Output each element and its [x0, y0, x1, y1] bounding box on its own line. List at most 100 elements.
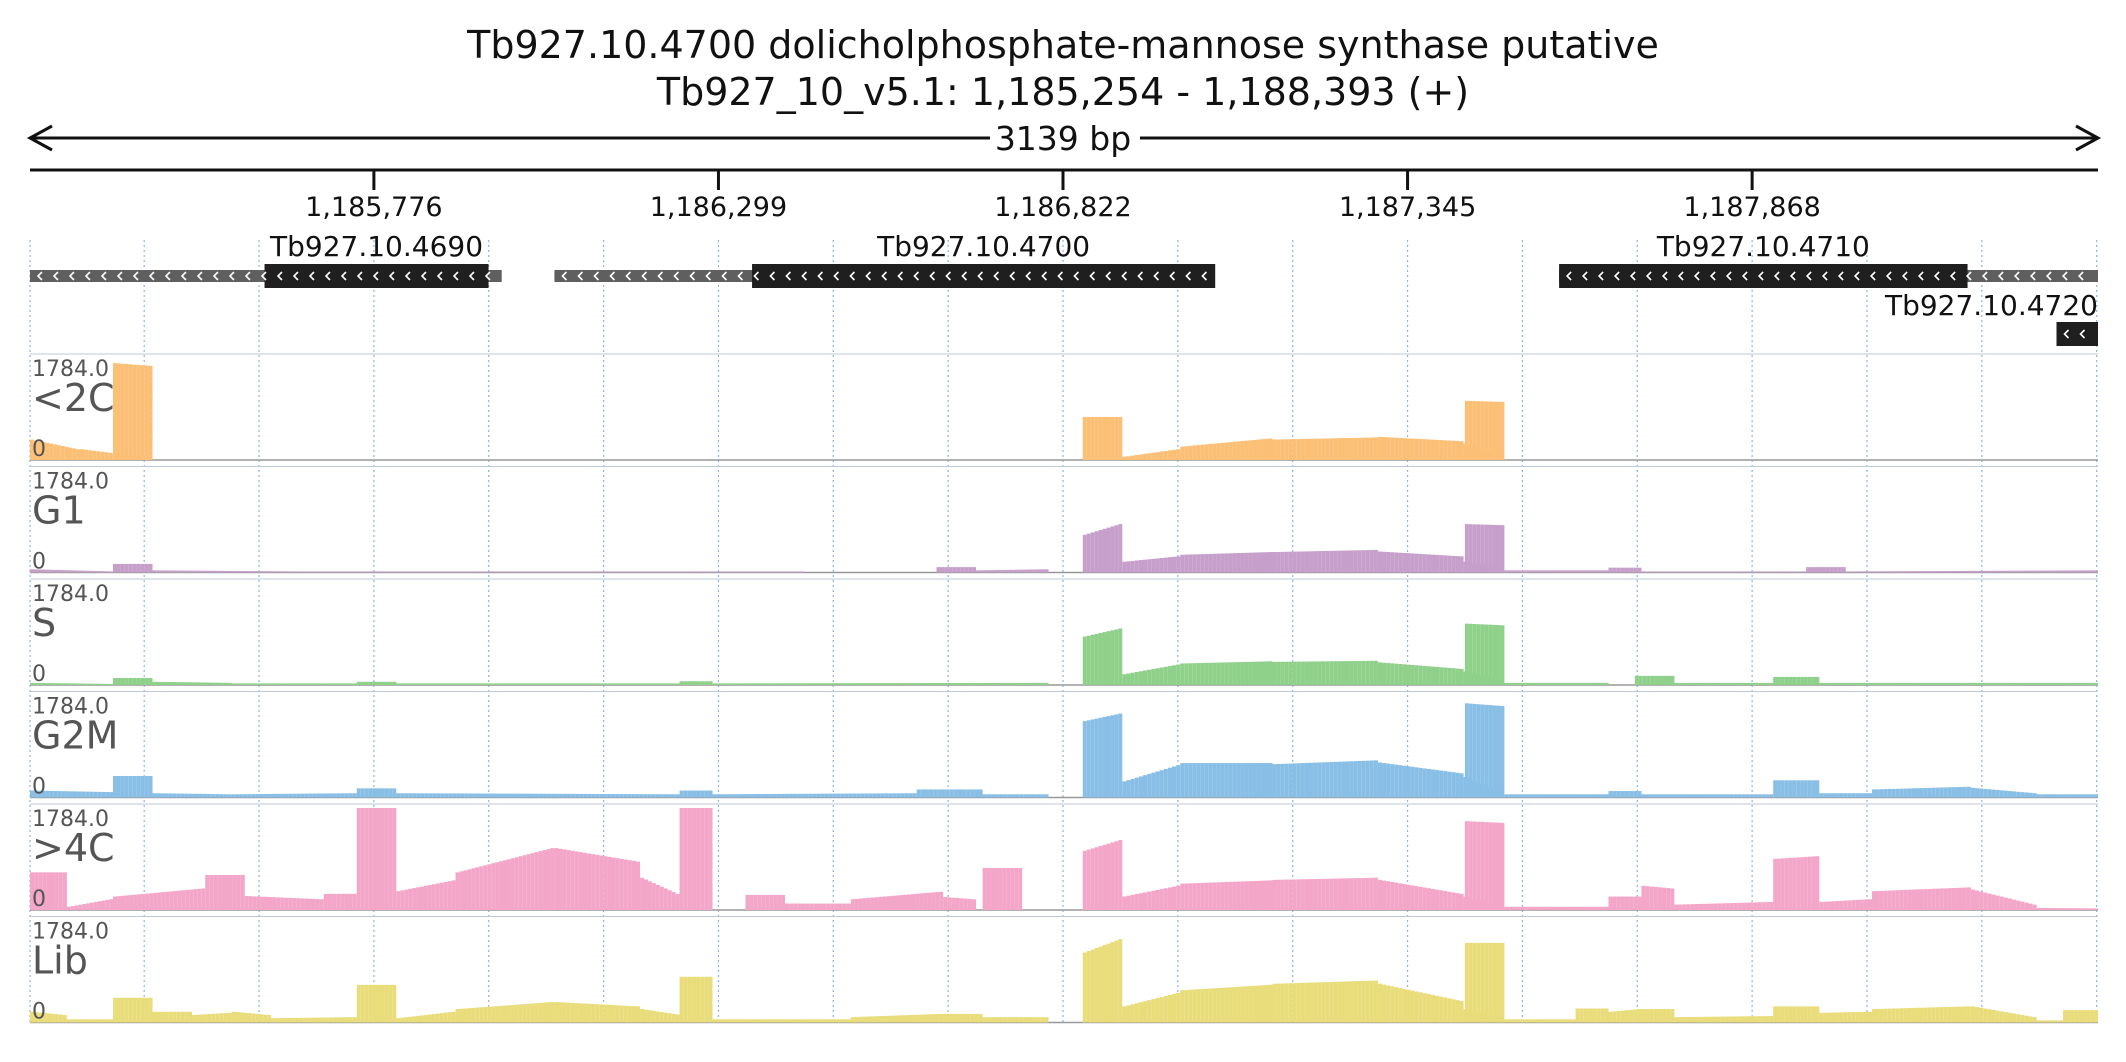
coverage-bar — [492, 793, 497, 798]
coverage-bar — [1402, 552, 1407, 573]
coverage-bar — [2012, 791, 2017, 798]
coverage-bar — [1705, 794, 1710, 798]
coverage-bar — [2070, 1010, 2075, 1023]
coverage-bar — [267, 1014, 272, 1023]
coverage-bar — [1171, 886, 1177, 910]
coverage-bar — [1464, 623, 1469, 685]
coverage-bar — [1803, 856, 1808, 910]
coverage-bar — [1883, 789, 1888, 798]
coverage-bar — [1979, 788, 1984, 798]
coverage-bar — [1300, 661, 1305, 685]
coverage-bar — [1955, 1006, 1959, 1023]
coverage-bar — [1548, 682, 1553, 685]
coverage-bar — [1313, 762, 1318, 798]
coverage-bar — [579, 683, 584, 685]
coverage-bar — [140, 997, 145, 1023]
coverage-bar — [724, 571, 729, 573]
coverage-bar — [986, 794, 991, 798]
coverage-bar — [471, 868, 476, 910]
coverage-bar — [675, 683, 680, 685]
coverage-bar — [45, 569, 50, 573]
coverage-bar — [105, 1019, 110, 1023]
coverage-bar — [1240, 662, 1245, 685]
coverage-bar — [1504, 682, 1509, 685]
coverage-bar — [1369, 549, 1374, 573]
coverage-bar — [1386, 551, 1391, 573]
coverage-bar — [728, 1019, 733, 1023]
coverage-bar — [1492, 705, 1497, 798]
strand-arrow-icon — [1901, 271, 1908, 281]
coverage-bar — [316, 793, 321, 798]
coverage-bar — [1280, 879, 1285, 910]
coverage-bar — [799, 1019, 804, 1023]
coverage-bar — [473, 571, 478, 573]
coverage-bar — [451, 880, 456, 910]
strand-arrow-icon — [388, 271, 395, 281]
coverage-bar — [558, 848, 563, 910]
coverage-bar — [696, 808, 701, 910]
coverage-bar — [348, 683, 353, 685]
coverage-bar — [136, 775, 141, 798]
coverage-bar — [1386, 437, 1391, 460]
coverage-bar — [1811, 676, 1816, 685]
coverage-bar — [2089, 570, 2094, 573]
coverage-bar — [898, 895, 904, 910]
coverage-bar — [1410, 438, 1415, 460]
track-max-label: 1784.0 — [32, 807, 109, 832]
track-name-label: G1 — [32, 489, 86, 533]
coverage-bar — [753, 894, 758, 910]
coverage-bar — [1410, 553, 1415, 573]
coverage-bar — [140, 775, 145, 798]
coverage-bar — [1464, 942, 1469, 1023]
coverage-bar — [101, 571, 106, 573]
coverage-bar — [120, 678, 125, 685]
coverage-bar — [109, 571, 114, 573]
coverage-bar — [760, 794, 765, 798]
coverage-bar — [120, 363, 125, 460]
coverage-bar — [1106, 631, 1111, 685]
coverage-bar — [700, 808, 705, 910]
coverage-bar — [288, 897, 293, 910]
coverage-bar — [1188, 883, 1193, 910]
coverage-bar — [651, 1010, 656, 1023]
coverage-bar — [811, 1019, 816, 1023]
coverage-bar — [1345, 550, 1350, 573]
coverage-bar — [1540, 682, 1545, 685]
coverage-bar — [1757, 902, 1762, 910]
coverage-bar — [1993, 570, 1998, 573]
coverage-bar — [744, 683, 749, 685]
coverage-bar — [1902, 682, 1907, 685]
coverage-bar — [1224, 442, 1229, 460]
coverage-bar — [990, 1017, 995, 1023]
coverage-bar — [1345, 878, 1350, 910]
coverage-bar — [538, 1002, 543, 1023]
strand-arrow-icon — [1121, 271, 1127, 281]
coverage-bar — [1889, 571, 1894, 573]
coverage-bar — [2017, 570, 2022, 573]
coverage-bar — [611, 857, 616, 910]
coverage-bar — [77, 570, 82, 573]
coverage-bar — [691, 976, 697, 1023]
coverage-bar — [1934, 682, 1939, 685]
coverage-bar — [958, 1013, 963, 1023]
coverage-bar — [620, 571, 625, 573]
coverage-bar — [1847, 682, 1852, 685]
coverage-bar — [780, 793, 785, 798]
coverage-bar — [479, 1007, 484, 1023]
coverage-bar — [217, 875, 222, 910]
coverage-bar — [1649, 794, 1654, 798]
coverage-bar — [986, 868, 991, 910]
coverage-bar — [364, 984, 369, 1023]
coverage-bar — [1604, 1008, 1609, 1023]
coverage-bar — [555, 793, 560, 798]
coverage-bar — [1725, 1016, 1730, 1023]
coverage-bar — [1698, 1016, 1703, 1023]
coverage-bar — [492, 683, 497, 685]
coverage-bar — [1629, 791, 1634, 798]
coverage-bar — [1815, 780, 1820, 798]
coverage-bar — [1496, 822, 1501, 910]
coverage-bar — [607, 856, 612, 910]
coverage-bar — [1459, 773, 1464, 798]
coverage-bar — [1697, 571, 1702, 573]
coverage-bar — [856, 683, 861, 685]
